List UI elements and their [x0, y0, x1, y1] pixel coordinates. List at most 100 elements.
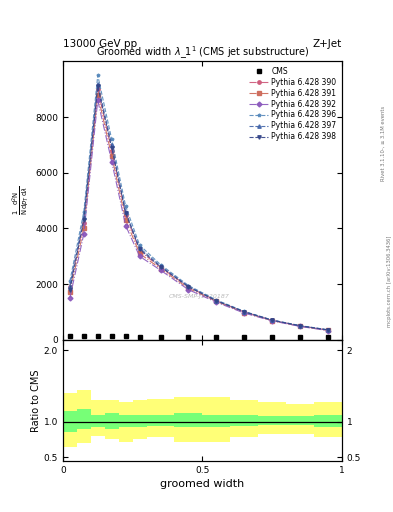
CMS [68, 333, 72, 339]
Pythia 6.428 390 [68, 284, 72, 290]
Y-axis label: $\frac{1}{\mathrm{N}}\frac{\mathrm{d}^2\mathrm{N}}{\mathrm{d}p_T\,\mathrm{d}\lam: $\frac{1}{\mathrm{N}}\frac{\mathrm{d}^2\… [10, 186, 31, 216]
Pythia 6.428 390 [95, 86, 100, 92]
Pythia 6.428 396 [242, 308, 247, 314]
Pythia 6.428 396 [81, 209, 86, 215]
CMS [109, 333, 114, 339]
Pythia 6.428 397 [109, 142, 114, 148]
Pythia 6.428 392 [298, 324, 303, 330]
CMS [81, 333, 86, 339]
Line: Pythia 6.428 397: Pythia 6.428 397 [68, 82, 330, 332]
Pythia 6.428 390 [123, 211, 128, 218]
Pythia 6.428 392 [158, 267, 163, 273]
CMS [242, 334, 247, 340]
Pythia 6.428 397 [242, 309, 247, 315]
Pythia 6.428 397 [186, 283, 191, 289]
Pythia 6.428 390 [109, 147, 114, 154]
Pythia 6.428 396 [214, 297, 219, 303]
Text: mcplots.cern.ch [arXiv:1306.3436]: mcplots.cern.ch [arXiv:1306.3436] [387, 236, 391, 327]
Pythia 6.428 391 [242, 309, 247, 315]
Pythia 6.428 397 [123, 209, 128, 215]
Pythia 6.428 392 [81, 231, 86, 237]
Pythia 6.428 398 [81, 217, 86, 223]
Pythia 6.428 390 [242, 309, 247, 315]
Pythia 6.428 392 [214, 299, 219, 305]
Pythia 6.428 396 [137, 242, 142, 248]
CMS [95, 333, 100, 339]
Pythia 6.428 392 [95, 97, 100, 103]
CMS [158, 334, 163, 340]
Pythia 6.428 397 [68, 283, 72, 289]
CMS [123, 333, 128, 339]
Line: Pythia 6.428 391: Pythia 6.428 391 [68, 93, 330, 332]
Pythia 6.428 390 [270, 317, 275, 324]
Pythia 6.428 398 [242, 309, 247, 315]
CMS [326, 334, 331, 340]
Pythia 6.428 396 [158, 262, 163, 268]
Pythia 6.428 397 [326, 327, 331, 333]
Pythia 6.428 398 [68, 287, 72, 293]
Pythia 6.428 398 [109, 145, 114, 151]
Line: Pythia 6.428 392: Pythia 6.428 392 [68, 99, 330, 332]
Pythia 6.428 397 [95, 80, 100, 87]
Text: 13000 GeV pp: 13000 GeV pp [63, 38, 137, 49]
CMS [270, 334, 275, 340]
Pythia 6.428 391 [186, 285, 191, 291]
CMS [214, 334, 219, 340]
Legend: CMS, Pythia 6.428 390, Pythia 6.428 391, Pythia 6.428 392, Pythia 6.428 396, Pyt: CMS, Pythia 6.428 390, Pythia 6.428 391,… [248, 65, 338, 143]
Pythia 6.428 398 [186, 284, 191, 290]
Pythia 6.428 391 [95, 92, 100, 98]
Title: Groomed width $\lambda\_1^1$ (CMS jet substructure): Groomed width $\lambda\_1^1$ (CMS jet su… [95, 45, 309, 61]
Pythia 6.428 390 [137, 248, 142, 254]
Pythia 6.428 398 [95, 83, 100, 90]
CMS [298, 334, 303, 340]
Pythia 6.428 391 [158, 266, 163, 272]
Pythia 6.428 398 [214, 298, 219, 304]
Y-axis label: Ratio to CMS: Ratio to CMS [31, 369, 41, 432]
Line: Pythia 6.428 390: Pythia 6.428 390 [68, 88, 330, 332]
Text: Z+Jet: Z+Jet [313, 38, 342, 49]
Pythia 6.428 396 [109, 136, 114, 142]
X-axis label: groomed width: groomed width [160, 479, 244, 489]
Pythia 6.428 397 [158, 263, 163, 269]
CMS [186, 334, 191, 340]
Pythia 6.428 392 [326, 328, 331, 334]
Pythia 6.428 390 [214, 298, 219, 304]
Pythia 6.428 391 [270, 317, 275, 324]
Pythia 6.428 398 [298, 323, 303, 329]
Pythia 6.428 396 [123, 203, 128, 209]
Pythia 6.428 390 [158, 264, 163, 270]
Pythia 6.428 398 [270, 317, 275, 323]
Pythia 6.428 392 [270, 318, 275, 324]
Pythia 6.428 390 [326, 327, 331, 333]
Pythia 6.428 397 [81, 214, 86, 220]
Pythia 6.428 391 [326, 327, 331, 333]
Pythia 6.428 392 [186, 287, 191, 293]
Line: CMS: CMS [68, 334, 331, 339]
Pythia 6.428 392 [123, 223, 128, 229]
Line: Pythia 6.428 398: Pythia 6.428 398 [68, 85, 330, 332]
Pythia 6.428 391 [81, 225, 86, 231]
Pythia 6.428 396 [298, 323, 303, 329]
Pythia 6.428 391 [68, 289, 72, 295]
Pythia 6.428 397 [270, 317, 275, 323]
Pythia 6.428 396 [186, 283, 191, 289]
Pythia 6.428 391 [214, 298, 219, 305]
Pythia 6.428 392 [68, 295, 72, 301]
Pythia 6.428 391 [137, 250, 142, 257]
Pythia 6.428 398 [326, 327, 331, 333]
Pythia 6.428 391 [123, 217, 128, 223]
Pythia 6.428 391 [298, 323, 303, 329]
Line: Pythia 6.428 396: Pythia 6.428 396 [68, 74, 330, 331]
CMS [137, 333, 142, 339]
Pythia 6.428 390 [81, 220, 86, 226]
Pythia 6.428 390 [298, 323, 303, 329]
Pythia 6.428 391 [109, 153, 114, 159]
Pythia 6.428 397 [298, 323, 303, 329]
Text: Rivet 3.1.10-, ≥ 3.1M events: Rivet 3.1.10-, ≥ 3.1M events [381, 106, 386, 181]
Text: CMS-SMP-J1920187: CMS-SMP-J1920187 [169, 294, 230, 299]
Pythia 6.428 398 [123, 210, 128, 216]
Pythia 6.428 396 [270, 317, 275, 323]
Pythia 6.428 392 [137, 253, 142, 260]
Pythia 6.428 396 [326, 327, 331, 333]
Pythia 6.428 390 [186, 284, 191, 290]
